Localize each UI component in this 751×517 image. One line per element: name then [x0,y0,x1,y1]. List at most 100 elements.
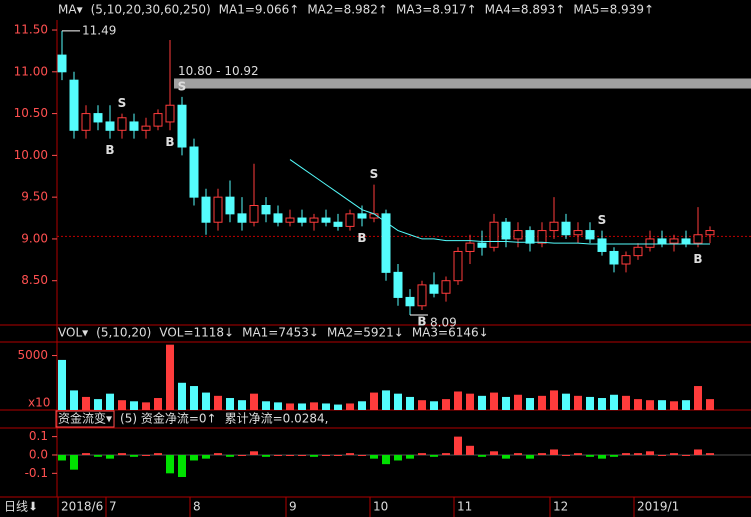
bar [178,382,186,410]
candle-body [297,217,307,223]
candle-body [669,238,679,244]
bar [274,402,282,410]
candle-body [645,238,655,248]
candle-body [657,238,667,244]
candle-body [345,213,355,227]
bar [598,398,606,410]
bar [358,454,366,456]
candle-body [705,230,715,236]
bar [106,393,114,410]
bar [238,454,246,456]
signal-label: B [105,143,114,157]
legend-item: (5,10,20,30,60,250) [91,3,211,17]
bar [622,453,630,455]
candle-body [537,230,547,244]
bar [646,400,654,410]
min-label: 8.09 [430,315,457,329]
bar [454,436,462,455]
y-tick-label: -0.1 [25,466,48,480]
bar [490,451,498,455]
bar [610,454,618,457]
candle-body [189,146,199,198]
bar [346,403,354,410]
bar [262,401,270,410]
signal-label: S [370,167,379,181]
signal-label: B [417,314,426,328]
candle-body [69,79,79,131]
bar [526,398,534,410]
candle-body [141,125,151,131]
bar [598,454,606,459]
candle-body [381,213,391,273]
bar [190,386,198,410]
bar [394,454,402,461]
gap-label: 10.80 - 10.92 [178,64,259,78]
bar [610,394,618,410]
candle-body [417,284,427,307]
bar [634,399,642,410]
candle-body [213,196,223,223]
candle-body [225,196,235,215]
bar [646,451,654,455]
bar [502,454,510,459]
bar [130,454,138,457]
candle-body [105,121,115,131]
legend-item: MA3=6146↓ [412,326,489,340]
signal-label: B [693,252,702,266]
candle-body [513,230,523,240]
unit-label: x10 [28,396,50,410]
x-tick-label: 9 [289,500,297,514]
bar [130,401,138,410]
bar [418,400,426,410]
bar [502,396,510,410]
y-tick-label: 8.50 [21,273,48,287]
legend-item: MA5=8.939↑ [573,3,654,17]
x-tick-label: 7 [109,500,117,514]
bar [430,401,438,410]
bar [322,403,330,410]
legend-item: MA2=8.982↑ [307,3,388,17]
candle-body [237,213,247,223]
candle-body [393,271,403,298]
bar [622,395,630,410]
legend-item: MA1=9.066↑ [219,3,300,17]
bar [346,453,354,455]
bar [466,445,474,455]
x-tick-label: 10 [373,500,388,514]
x-tick-label: 8 [193,500,201,514]
max-label: 11.49 [82,23,116,37]
legend-item: 累计净流=0.0284, [225,412,329,426]
signal-label: B [357,231,366,245]
bar [262,454,270,457]
y-tick-label: 9.00 [21,231,48,245]
signal-label: S [118,96,127,110]
bar [478,454,486,457]
bar [682,454,690,456]
candle-body [549,221,559,232]
legend-item: MA2=5921↓ [327,326,404,340]
bar [106,454,114,459]
bar [202,454,210,459]
bar [658,454,666,456]
candle-body [453,250,463,282]
bar [514,453,522,455]
candle-body [681,238,691,244]
bar [406,454,414,459]
candle-body [633,246,643,257]
legend-item: MA1=7453↓ [242,326,319,340]
bar [142,402,150,410]
bar [706,399,714,410]
candle-body [81,113,91,131]
bar [214,453,222,455]
gap-band [174,78,751,89]
bar [322,454,330,456]
x-tick-label: 11 [457,500,472,514]
period-button[interactable]: 日线⬇ [4,500,38,514]
bar [190,454,198,461]
bar [430,454,438,457]
bar [406,396,414,410]
bar [418,453,426,455]
bar [82,396,90,410]
candle-body [501,221,511,240]
